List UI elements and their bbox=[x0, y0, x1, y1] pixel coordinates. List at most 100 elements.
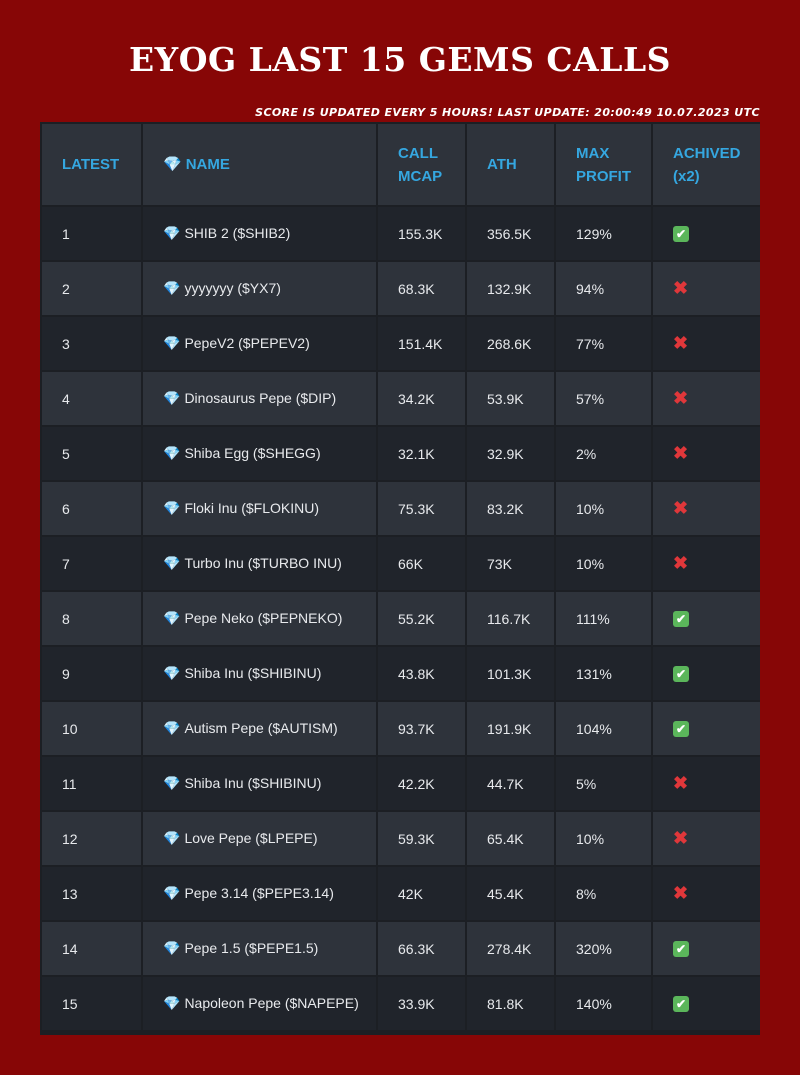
token-name: Autism Pepe ($AUTISM) bbox=[184, 720, 338, 736]
cell-latest: 6 bbox=[42, 482, 141, 535]
cell-max-profit: 104% bbox=[556, 702, 651, 755]
cell-name: 💎 Shiba Egg ($SHEGG) bbox=[143, 427, 376, 480]
table-row[interactable]: 7 💎 Turbo Inu ($TURBO INU) 66K 73K 10% ✖ bbox=[42, 537, 760, 590]
table-row[interactable]: 9 💎 Shiba Inu ($SHIBINU) 43.8K 101.3K 131% ✔ bbox=[42, 647, 760, 700]
token-name: Shiba Egg ($SHEGG) bbox=[184, 445, 321, 461]
cell-call-mcap: 66K bbox=[378, 537, 465, 590]
table-row[interactable]: 2 💎 yyyyyyy ($YX7) 68.3K 132.9K 94% ✖ bbox=[42, 262, 760, 315]
page-title: EYOG LAST 15 GEMS CALLS bbox=[128, 40, 671, 79]
cell-latest: 4 bbox=[42, 372, 141, 425]
gem-icon: 💎 bbox=[163, 830, 181, 846]
cell-achived: ✖ bbox=[653, 812, 760, 865]
header-max-profit[interactable]: MAX PROFIT bbox=[556, 124, 651, 205]
gem-icon: 💎 bbox=[163, 390, 181, 406]
cell-name: 💎 Turbo Inu ($TURBO INU) bbox=[143, 537, 376, 590]
header-name[interactable]: 💎 NAME bbox=[143, 124, 376, 205]
cross-icon: ✖ bbox=[673, 828, 689, 848]
token-name: Pepe 3.14 ($PEPE3.14) bbox=[184, 885, 334, 901]
cross-icon: ✖ bbox=[673, 883, 689, 903]
cell-name: 💎 Pepe 3.14 ($PEPE3.14) bbox=[143, 867, 376, 920]
cell-achived: ✖ bbox=[653, 427, 760, 480]
table-row[interactable]: 3 💎 PepeV2 ($PEPEV2) 151.4K 268.6K 77% ✖ bbox=[42, 317, 760, 370]
header-name-label: NAME bbox=[185, 156, 230, 173]
table-row[interactable]: 13 💎 Pepe 3.14 ($PEPE3.14) 42K 45.4K 8% ✖ bbox=[42, 867, 760, 920]
cell-ath: 356.5K bbox=[467, 207, 554, 260]
table-row[interactable]: 8 💎 Pepe Neko ($PEPNEKO) 55.2K 116.7K 111% ✔ bbox=[42, 592, 760, 645]
cell-ath: 278.4K bbox=[467, 922, 554, 975]
cell-achived: ✖ bbox=[653, 757, 760, 810]
cell-call-mcap: 68.3K bbox=[378, 262, 465, 315]
token-name: Shiba Inu ($SHIBINU) bbox=[184, 775, 322, 791]
cell-ath: 65.4K bbox=[467, 812, 554, 865]
cell-name: 💎 Pepe Neko ($PEPNEKO) bbox=[143, 592, 376, 645]
header-latest[interactable]: LATEST bbox=[42, 124, 141, 205]
cell-max-profit: 77% bbox=[556, 317, 651, 370]
table-row[interactable]: 5 💎 Shiba Egg ($SHEGG) 32.1K 32.9K 2% ✖ bbox=[42, 427, 760, 480]
gem-icon: 💎 bbox=[163, 610, 181, 626]
cell-call-mcap: 151.4K bbox=[378, 317, 465, 370]
header-achived[interactable]: ACHIVED (x2) bbox=[653, 124, 760, 205]
cross-icon: ✖ bbox=[673, 388, 689, 408]
token-name: Turbo Inu ($TURBO INU) bbox=[184, 555, 342, 571]
gem-icon: 💎 bbox=[163, 500, 181, 516]
cell-name: 💎 Floki Inu ($FLOKINU) bbox=[143, 482, 376, 535]
cell-ath: 132.9K bbox=[467, 262, 554, 315]
cell-max-profit: 94% bbox=[556, 262, 651, 315]
cell-name: 💎 yyyyyyy ($YX7) bbox=[143, 262, 376, 315]
cell-call-mcap: 75.3K bbox=[378, 482, 465, 535]
gem-icon: 💎 bbox=[163, 156, 182, 173]
table-row[interactable]: 14 💎 Pepe 1.5 ($PEPE1.5) 66.3K 278.4K 320% ✔ bbox=[42, 922, 760, 975]
cell-achived: ✖ bbox=[653, 867, 760, 920]
cell-ath: 53.9K bbox=[467, 372, 554, 425]
gem-icon: 💎 bbox=[163, 995, 181, 1011]
cell-achived: ✔ bbox=[653, 922, 760, 975]
cell-call-mcap: 59.3K bbox=[378, 812, 465, 865]
cell-latest: 15 bbox=[42, 977, 141, 1030]
table-row[interactable]: 15 💎 Napoleon Pepe ($NAPEPE) 33.9K 81.8K 140%… bbox=[42, 977, 760, 1030]
cell-call-mcap: 43.8K bbox=[378, 647, 465, 700]
token-name: Pepe Neko ($PEPNEKO) bbox=[184, 610, 343, 626]
cell-latest: 8 bbox=[42, 592, 141, 645]
cell-ath: 101.3K bbox=[467, 647, 554, 700]
cross-icon: ✖ bbox=[673, 553, 689, 573]
gem-icon: 💎 bbox=[163, 775, 181, 791]
table-row[interactable]: 10 💎 Autism Pepe ($AUTISM) 93.7K 191.9K 104% ✔ bbox=[42, 702, 760, 755]
cell-max-profit: 10% bbox=[556, 812, 651, 865]
cell-call-mcap: 33.9K bbox=[378, 977, 465, 1030]
table-row[interactable]: 1 💎 SHIB 2 ($SHIB2) 155.3K 356.5K 129% ✔ bbox=[42, 207, 760, 260]
gems-table: LATEST 💎 NAME CALL MCAP ATH MAX PROFIT AC… bbox=[40, 122, 762, 1032]
gems-table-container: LATEST 💎 NAME CALL MCAP ATH MAX PROFIT AC… bbox=[40, 122, 760, 1035]
header-ath[interactable]: ATH bbox=[467, 124, 554, 205]
cell-achived: ✔ bbox=[653, 977, 760, 1030]
token-name: Dinosaurus Pepe ($DIP) bbox=[184, 390, 337, 406]
cell-latest: 13 bbox=[42, 867, 141, 920]
cell-name: 💎 SHIB 2 ($SHIB2) bbox=[143, 207, 376, 260]
table-row[interactable]: 4 💎 Dinosaurus Pepe ($DIP) 34.2K 53.9K 57% ✖ bbox=[42, 372, 760, 425]
gem-icon: 💎 bbox=[163, 445, 181, 461]
cell-max-profit: 10% bbox=[556, 482, 651, 535]
header-call-mcap[interactable]: CALL MCAP bbox=[378, 124, 465, 205]
header-ath-label: ATH bbox=[487, 156, 517, 173]
cell-latest: 14 bbox=[42, 922, 141, 975]
cell-name: 💎 Napoleon Pepe ($NAPEPE) bbox=[143, 977, 376, 1030]
cross-icon: ✖ bbox=[673, 333, 689, 353]
cell-ath: 191.9K bbox=[467, 702, 554, 755]
token-name: PepeV2 ($PEPEV2) bbox=[184, 335, 310, 351]
gem-icon: 💎 bbox=[163, 225, 181, 241]
table-row[interactable]: 11 💎 Shiba Inu ($SHIBINU) 42.2K 44.7K 5% ✖ bbox=[42, 757, 760, 810]
cell-achived: ✖ bbox=[653, 482, 760, 535]
cell-call-mcap: 55.2K bbox=[378, 592, 465, 645]
cell-call-mcap: 34.2K bbox=[378, 372, 465, 425]
cross-icon: ✖ bbox=[673, 498, 689, 518]
table-row[interactable]: 6 💎 Floki Inu ($FLOKINU) 75.3K 83.2K 10% ✖ bbox=[42, 482, 760, 535]
cell-name: 💎 Autism Pepe ($AUTISM) bbox=[143, 702, 376, 755]
gem-icon: 💎 bbox=[163, 280, 181, 296]
check-icon: ✔ bbox=[673, 226, 689, 242]
header-achived-label: ACHIVED bbox=[673, 144, 741, 162]
cell-name: 💎 Shiba Inu ($SHIBINU) bbox=[143, 647, 376, 700]
table-body: 1 💎 SHIB 2 ($SHIB2) 155.3K 356.5K 129% ✔ 2 💎 yyyy… bbox=[42, 207, 760, 1030]
cross-icon: ✖ bbox=[673, 278, 689, 298]
cell-achived: ✖ bbox=[653, 537, 760, 590]
table-row[interactable]: 12 💎 Love Pepe ($LPEPE) 59.3K 65.4K 10% ✖ bbox=[42, 812, 760, 865]
cell-ath: 44.7K bbox=[467, 757, 554, 810]
